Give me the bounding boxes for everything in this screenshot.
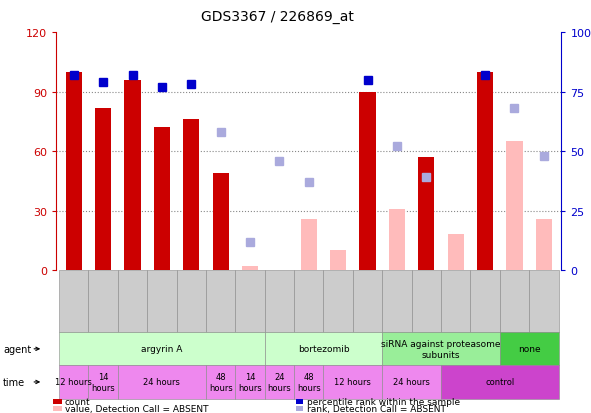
- Text: 24 hours: 24 hours: [393, 377, 430, 387]
- Text: 48
hours: 48 hours: [209, 373, 232, 392]
- Text: 24
hours: 24 hours: [268, 373, 291, 392]
- Bar: [477, 73, 493, 271]
- Text: value, Detection Call = ABSENT: value, Detection Call = ABSENT: [64, 404, 208, 413]
- Text: time: time: [3, 377, 25, 387]
- Bar: [447, 235, 464, 271]
- Text: percentile rank within the sample: percentile rank within the sample: [307, 397, 460, 406]
- Text: 12 hours: 12 hours: [56, 377, 92, 387]
- Bar: [359, 93, 376, 271]
- Bar: [242, 266, 258, 271]
- Bar: [95, 108, 111, 271]
- Bar: [125, 81, 141, 271]
- Text: siRNA against proteasome
subunits: siRNA against proteasome subunits: [381, 339, 501, 358]
- Text: GDS3367 / 226869_at: GDS3367 / 226869_at: [202, 10, 354, 24]
- Text: 14
hours: 14 hours: [91, 373, 115, 392]
- Bar: [536, 219, 552, 271]
- Bar: [183, 120, 199, 271]
- Bar: [506, 142, 522, 271]
- Text: argyrin A: argyrin A: [141, 344, 183, 354]
- Bar: [301, 219, 317, 271]
- Text: agent: agent: [3, 344, 31, 354]
- Bar: [330, 251, 346, 271]
- Text: control: control: [485, 377, 514, 387]
- Bar: [154, 128, 170, 271]
- Text: 12 hours: 12 hours: [335, 377, 371, 387]
- Text: 14
hours: 14 hours: [238, 373, 262, 392]
- Text: 48
hours: 48 hours: [297, 373, 321, 392]
- Text: count: count: [64, 397, 90, 406]
- Bar: [389, 209, 405, 271]
- Text: rank, Detection Call = ABSENT: rank, Detection Call = ABSENT: [307, 404, 446, 413]
- Text: bortezomib: bortezomib: [298, 344, 349, 354]
- Text: 24 hours: 24 hours: [144, 377, 180, 387]
- Bar: [418, 158, 434, 271]
- Bar: [66, 73, 82, 271]
- Bar: [213, 173, 229, 271]
- Text: none: none: [518, 344, 540, 354]
